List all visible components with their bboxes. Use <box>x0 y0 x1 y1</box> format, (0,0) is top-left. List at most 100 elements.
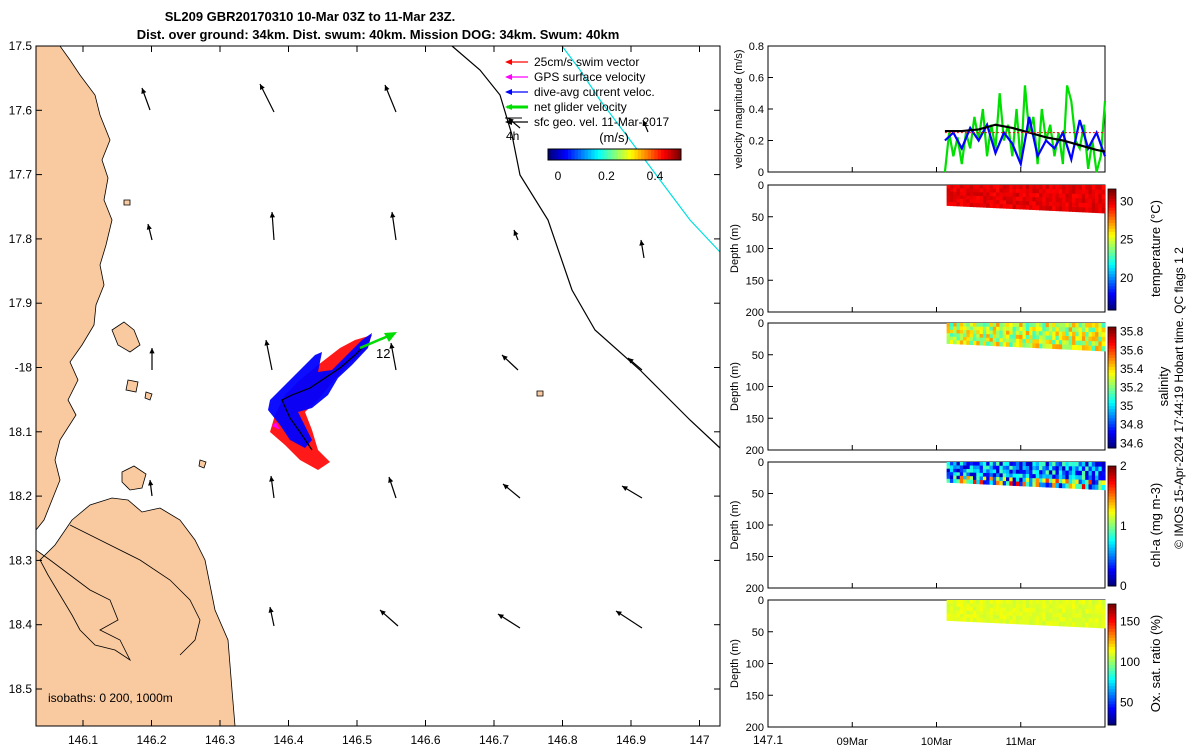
profile-cell <box>953 329 958 334</box>
colorbar-cell <box>1108 438 1116 443</box>
profile-cell <box>992 473 997 478</box>
profile-cell <box>1088 341 1093 347</box>
profile-cell <box>1065 198 1070 203</box>
profile-cell <box>1065 466 1070 472</box>
profile-cell <box>956 468 961 473</box>
profile-cell <box>1098 346 1103 352</box>
profile-cell <box>946 478 951 483</box>
profile-cell <box>1065 193 1070 199</box>
profile-cell <box>1078 323 1083 329</box>
profile-cell <box>973 476 977 481</box>
profile-cell <box>1081 198 1086 204</box>
profile-cell <box>1088 203 1093 209</box>
profile-cell <box>1091 480 1096 486</box>
lon-tick-label: 147 <box>689 733 709 747</box>
profile-cell <box>1029 474 1034 479</box>
profile-cell <box>1025 612 1030 617</box>
colorbar-cell <box>1108 505 1116 509</box>
profile-cell <box>1055 335 1060 341</box>
colorbar-cell <box>1108 526 1116 530</box>
profile-cell <box>1042 604 1047 609</box>
profile-cell <box>1055 202 1060 207</box>
profile-cell <box>1072 466 1076 472</box>
profile-cell <box>1045 470 1050 476</box>
profile-cell <box>1062 479 1067 484</box>
profile-cell <box>946 606 951 611</box>
profile-cell <box>1015 185 1020 190</box>
profile-cell <box>953 472 958 477</box>
profile-cell <box>1058 483 1063 489</box>
profile-cell <box>1032 197 1037 202</box>
profile-cell <box>1052 478 1057 484</box>
colorbar-cell <box>1108 327 1116 331</box>
profile-cell <box>979 341 984 346</box>
profile-cell <box>1025 201 1030 206</box>
profile-cell <box>1045 189 1050 194</box>
colorbar-cell <box>1108 276 1116 281</box>
profile-cell <box>1065 331 1070 337</box>
profile-cell <box>996 615 1001 620</box>
profile-cell <box>979 188 984 193</box>
profile-cell <box>1095 345 1100 352</box>
profile-cell <box>1072 331 1076 337</box>
geo-arrowhead <box>269 476 275 482</box>
profile-cell <box>963 333 968 338</box>
colorbar-cell <box>1108 679 1116 684</box>
profile-cell <box>982 185 987 190</box>
colorbar-cell <box>1108 360 1116 364</box>
colorbar-cell <box>1108 297 1116 302</box>
profile-cell <box>1052 206 1057 211</box>
profile-cell <box>1091 341 1096 347</box>
profile-cell <box>979 330 984 335</box>
profile-cell <box>976 479 981 485</box>
profile-cell <box>1078 340 1083 346</box>
profile-cell <box>1002 185 1007 190</box>
profile-cell <box>1012 477 1017 483</box>
profile-cell <box>1081 193 1086 200</box>
colorbar-cell <box>1108 372 1116 376</box>
profile-cell <box>996 462 1001 467</box>
geo-arrowhead <box>384 85 390 91</box>
profile-cell <box>966 600 971 605</box>
profile-cell <box>976 600 981 605</box>
profile-cell <box>1098 466 1103 472</box>
profile-cell <box>953 479 958 484</box>
profile-cell <box>1088 622 1093 628</box>
colorbar-cell <box>1108 619 1116 623</box>
profile-cell <box>1045 616 1050 622</box>
profile-cell <box>1091 475 1096 481</box>
legend-arrowhead <box>505 89 512 95</box>
profile-cell <box>1085 331 1090 338</box>
profile-cell <box>1045 197 1050 203</box>
profile-cell <box>1042 331 1047 337</box>
profile-cell <box>969 340 974 346</box>
profile-cell <box>1075 483 1080 489</box>
y-tick-label: 200 <box>746 722 764 734</box>
profile-cell <box>1068 479 1073 485</box>
profile-cell <box>1095 336 1100 342</box>
colorbar-cell <box>1108 709 1116 714</box>
profile-cell <box>1002 477 1007 482</box>
profile-cell <box>1055 600 1060 605</box>
profile-cell <box>982 607 987 612</box>
profile-cell <box>1025 339 1030 344</box>
profile-cell <box>1065 462 1070 467</box>
profile-cell <box>1088 323 1093 329</box>
profile-cell <box>1032 343 1037 349</box>
colorbar-cell <box>1108 339 1116 343</box>
colorbar-cell <box>1108 225 1116 229</box>
profile-cell <box>1078 336 1083 342</box>
profile-cell <box>963 188 968 193</box>
profile-cell <box>1039 604 1043 609</box>
profile-cell <box>969 192 974 197</box>
profile-cell <box>1058 340 1063 346</box>
colorbar-cell <box>1108 559 1116 563</box>
profile-cell <box>1009 600 1014 605</box>
profile-cell <box>1075 189 1080 195</box>
profile-cell <box>963 610 968 615</box>
colorbar-tick-label: 2 <box>1120 459 1127 473</box>
profile-cell <box>966 340 971 345</box>
profile-cell <box>1019 204 1024 210</box>
colorbar-cell <box>1108 469 1116 473</box>
profile-cell <box>1075 608 1080 614</box>
